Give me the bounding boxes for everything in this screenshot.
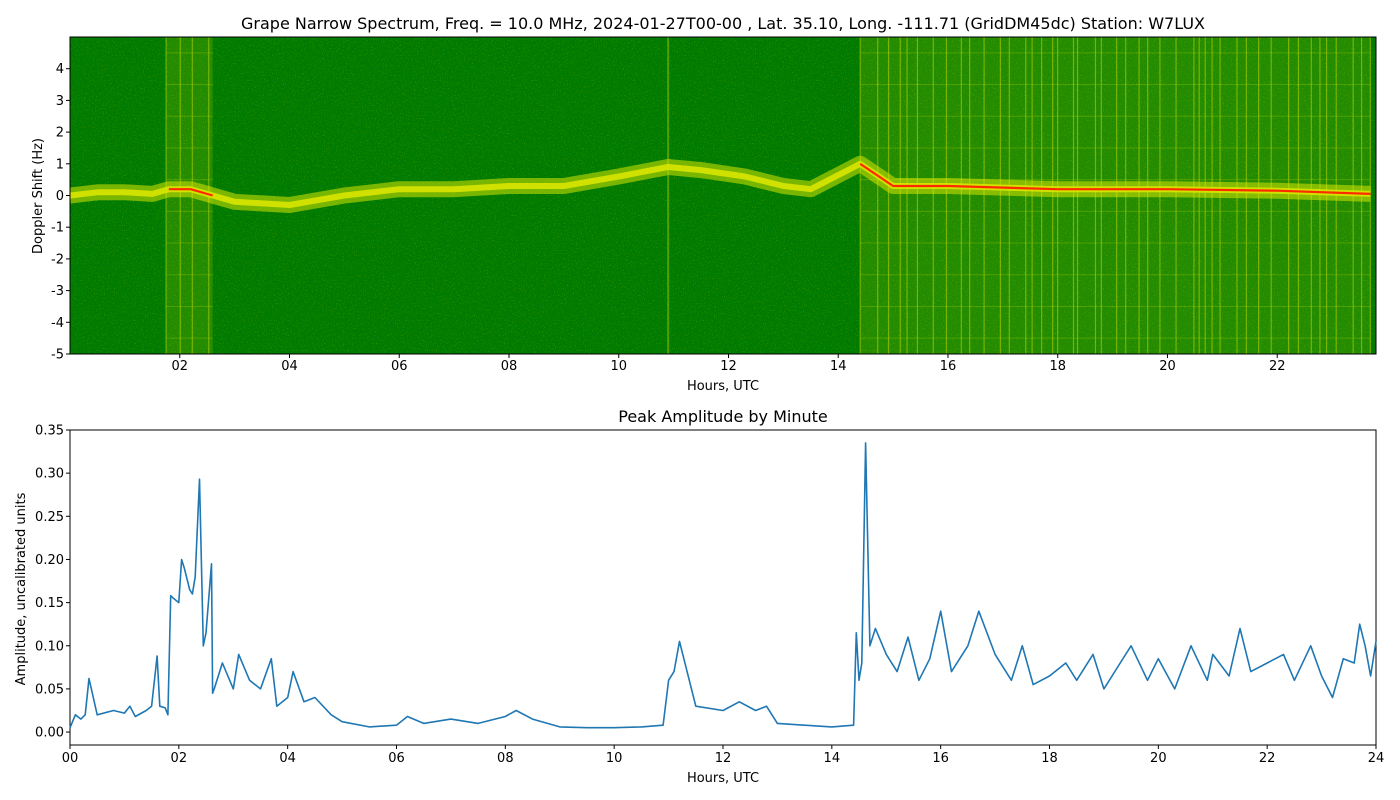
spectrogram-y-tick-label: -2 [51,252,64,267]
amplitude-x-tick-label: 10 [606,751,623,766]
spectrogram-y-tick-label: 1 [56,157,64,172]
amplitude-y-tick-label: 0.10 [35,639,64,654]
amplitude-panel: Peak Amplitude by Minute 00 02 04 06 08 10 12 1… [14,407,1384,786]
spectrogram-y-tick-label: 3 [56,94,64,109]
amplitude-title: Peak Amplitude by Minute [618,407,828,426]
amplitude-y-tick-label: 0.35 [35,424,64,439]
spectrogram-title: Grape Narrow Spectrum, Freq. = 10.0 MHz,… [241,14,1205,33]
spectrogram-x-ticks: 02 04 06 08 10 12 14 16 18 20 22 [171,354,1286,374]
amplitude-x-tick-label: 24 [1368,751,1385,766]
amplitude-x-tick-label: 00 [62,751,79,766]
spectrogram-x-tick-label: 02 [171,359,188,374]
amplitude-x-tick-label: 04 [279,751,296,766]
spectrogram-x-tick-label: 04 [281,359,298,374]
spectrogram-x-tick-label: 14 [830,359,847,374]
amplitude-x-tick-label: 06 [388,751,405,766]
amplitude-x-tick-label: 02 [171,751,188,766]
amplitude-y-tick-label: 0.00 [35,726,64,741]
amplitude-x-tick-label: 18 [1041,751,1058,766]
spectrogram-y-tick-label: 2 [56,126,64,141]
spectrogram-y-tick-label: -4 [51,316,64,331]
spectrogram-x-tick-label: 12 [720,359,737,374]
spectrogram-y-tick-label: -5 [51,348,64,363]
amplitude-y-tick-label: 0.20 [35,553,64,568]
doppler-trace-strong [859,162,1371,195]
amplitude-y-tick-label: 0.15 [35,596,64,611]
amplitude-plot-area [69,429,1377,746]
amplitude-y-ticks: 0.00 0.05 0.10 0.15 0.20 0.25 0.30 0.35 [35,424,70,741]
spectrogram-x-label: Hours, UTC [687,379,759,394]
spectrogram-x-tick-label: 22 [1269,359,1286,374]
spectrogram-image [70,37,1376,354]
spectrogram-x-tick-label: 16 [940,359,957,374]
amplitude-x-tick-label: 12 [715,751,732,766]
amplitude-x-tick-label: 22 [1259,751,1276,766]
spectrogram-x-tick-label: 10 [610,359,627,374]
amplitude-x-tick-label: 08 [497,751,514,766]
amplitude-x-label: Hours, UTC [687,771,759,786]
amplitude-y-tick-label: 0.25 [35,510,64,525]
spectrogram-y-tick-label: -1 [51,221,64,236]
amplitude-y-label: Amplitude, uncalibrated units [14,492,29,685]
spectrogram-y-ticks: -5 -4 -3 -2 -1 0 1 2 3 4 [51,62,70,363]
spectrogram-x-tick-label: 08 [501,359,518,374]
spectrogram-x-tick-label: 18 [1049,359,1066,374]
spectrogram-y-tick-label: 4 [56,62,64,77]
amplitude-series-line [69,442,1377,729]
amplitude-y-tick-label: 0.05 [35,682,64,697]
amplitude-y-tick-label: 0.30 [35,467,64,482]
spectrogram-y-tick-label: -3 [51,284,64,299]
spectrogram-panel: Grape Narrow Spectrum, Freq. = 10.0 MHz,… [31,14,1377,394]
spectrogram-x-tick-label: 06 [391,359,408,374]
spectrogram-y-tick-label: 0 [56,189,64,204]
doppler-trace-strong [168,188,214,197]
amplitude-x-ticks: 00 02 04 06 08 10 12 14 16 18 20 22 24 [62,745,1385,766]
spectrogram-y-label: Doppler Shift (Hz) [31,138,46,254]
amplitude-x-tick-label: 16 [932,751,949,766]
spectrogram-x-tick-label: 20 [1159,359,1176,374]
amplitude-x-tick-label: 20 [1150,751,1167,766]
amplitude-x-tick-label: 14 [824,751,841,766]
